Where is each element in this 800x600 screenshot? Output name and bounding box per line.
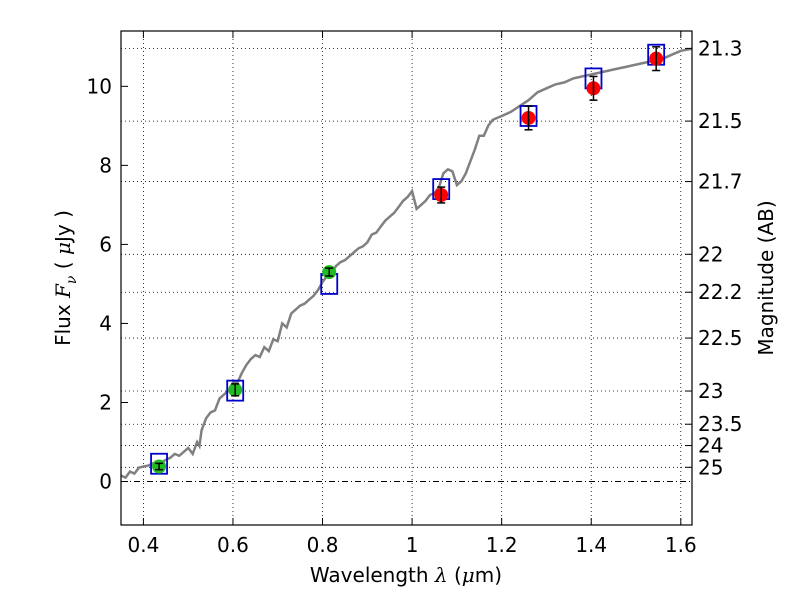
- x-tick-label: 1.4: [575, 533, 607, 557]
- x-tick-label: 1: [406, 533, 419, 557]
- mag-tick-label: 25: [698, 455, 723, 479]
- plot-frame: [120, 30, 693, 526]
- x-tick-label: 0.6: [217, 533, 249, 557]
- mag-tick-label: 21.3: [698, 36, 743, 60]
- y-tick-label: 4: [99, 311, 112, 335]
- mag-tick-label: 22: [698, 242, 723, 266]
- mag-tick-label: 23: [698, 379, 723, 403]
- data-points: [152, 46, 664, 474]
- y-axis-ticks: 0 2 4 6 8 10: [87, 74, 128, 494]
- y-tick-label: 6: [99, 232, 112, 256]
- mag-tick-label: 24: [698, 434, 723, 458]
- y-axis-label: Flux Fν ( μJy ): [51, 210, 80, 346]
- magnitude-axis-label: Magnitude (AB): [754, 200, 778, 355]
- mag-tick-label: 23.5: [698, 412, 743, 436]
- model-box: [226, 379, 245, 402]
- mag-tick-label: 21.7: [698, 170, 743, 194]
- y-tick-label: 8: [99, 153, 112, 177]
- x-axis-label: Wavelength λ (μm): [310, 563, 502, 587]
- y-tick-label: 10: [87, 74, 112, 98]
- mag-tick-label: 22.5: [698, 326, 743, 350]
- mag-tick-label: 21.5: [698, 109, 743, 133]
- y-tick-label: 2: [99, 390, 112, 414]
- x-tick-label: 0.4: [127, 533, 159, 557]
- mag-tick-label: 22.2: [698, 280, 743, 304]
- template-spectrum-line: [120, 47, 693, 480]
- x-axis-ticks: 0.4 0.6 0.8 1 1.2 1.4 1.6: [127, 31, 697, 557]
- y-tick-label: 0: [99, 470, 112, 494]
- x-tick-label: 1.2: [486, 533, 518, 557]
- x-tick-label: 1.6: [665, 533, 697, 557]
- model-box: [150, 452, 168, 475]
- model-boxes: [150, 43, 666, 475]
- x-tick-label: 0.8: [307, 533, 339, 557]
